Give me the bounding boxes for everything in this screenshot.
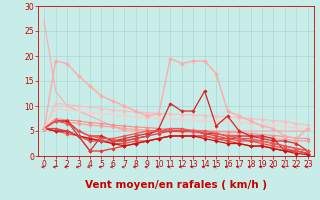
X-axis label: Vent moyen/en rafales ( km/h ): Vent moyen/en rafales ( km/h )	[85, 180, 267, 190]
